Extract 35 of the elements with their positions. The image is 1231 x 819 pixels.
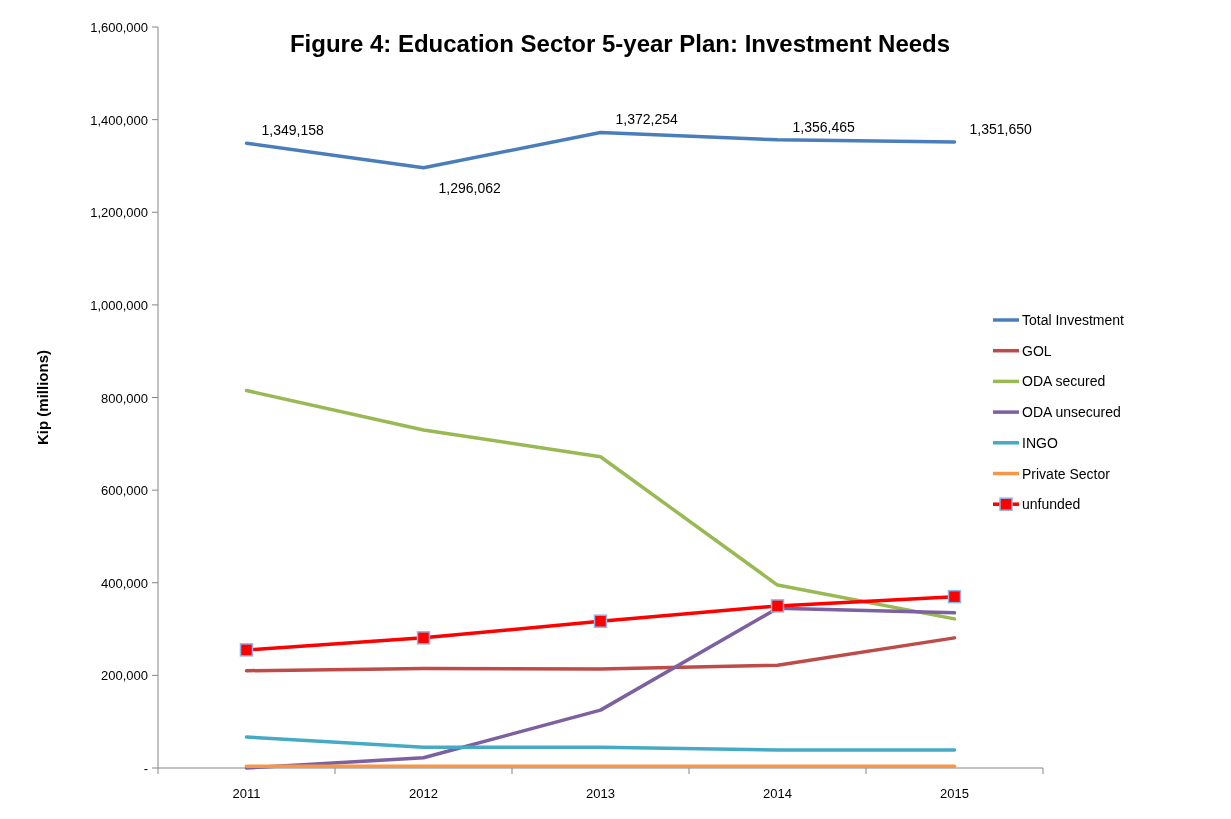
legend-label: ODA secured [1022, 373, 1106, 390]
y-tick-label: 200,000 [101, 668, 148, 684]
data-label: 1,356,465 [792, 118, 855, 135]
x-tick-label: 2011 [232, 786, 261, 801]
x-tick-label: 2015 [940, 786, 969, 801]
legend-label: ODA unsecured [1022, 404, 1121, 421]
data-label: 1,372,254 [615, 111, 678, 128]
point [416, 631, 431, 645]
point [770, 599, 785, 613]
x-tick-label: 2012 [409, 786, 438, 801]
y-tick-label: 1,600,000 [90, 20, 148, 35]
x-tick-label: 2014 [763, 786, 792, 801]
legend-label: Private Sector [1022, 465, 1111, 482]
y-tick-label: 1,200,000 [90, 205, 148, 221]
point [947, 589, 962, 604]
y-tick-label: 800,000 [101, 390, 148, 406]
point [593, 614, 608, 628]
data-label: 1,296,062 [438, 179, 501, 196]
y-tick-label: 600,000 [101, 483, 148, 499]
y-axis-title: Kip (millions) [34, 350, 51, 445]
point [239, 643, 254, 657]
line-series [244, 636, 957, 673]
legend-label: INGO [1022, 434, 1058, 451]
line-series [244, 388, 957, 621]
legend-label: Total Investment [1022, 312, 1125, 328]
legend-label: GOL [1022, 342, 1052, 359]
data-label: 1,351,650 [969, 121, 1032, 138]
y-tick-label: 400,000 [101, 575, 148, 591]
x-tick-label: 2013 [586, 786, 615, 801]
y-tick-label: - [143, 761, 148, 776]
y-tick-label: 1,400,000 [90, 112, 148, 128]
chart-title: Figure 4: Education Sector 5-year Plan: Investment Needs [289, 30, 951, 57]
y-tick-label: 1,000,000 [90, 297, 148, 313]
data-label: 1,349,158 [261, 122, 324, 139]
legend-label: unfunded [1022, 496, 1081, 513]
